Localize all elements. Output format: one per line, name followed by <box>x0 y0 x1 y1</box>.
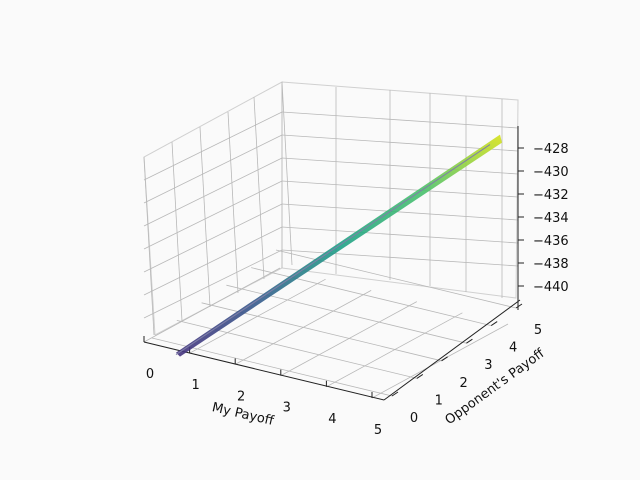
y-tick-label: 2 <box>459 376 467 391</box>
y-ticks: 0 1 2 3 4 5 <box>391 303 542 426</box>
axis-panes <box>143 81 519 336</box>
y-tick-mark <box>466 338 473 344</box>
y-grid-line <box>251 267 492 326</box>
z-grid-line <box>281 157 519 175</box>
y-tick-label: 1 <box>435 393 443 408</box>
z-tick-label: −434 <box>533 211 569 226</box>
back-pane-outline <box>281 81 519 299</box>
x-tick-label: 5 <box>374 423 382 438</box>
z-grid-line <box>281 134 519 152</box>
z-tick-label: −432 <box>533 188 569 203</box>
x-tick-label: 3 <box>283 401 291 416</box>
y-axis-label: Opponent's Payoff <box>443 346 549 428</box>
z-grid-line-left <box>143 203 283 273</box>
x-tick-label: 4 <box>328 412 336 427</box>
y-tick-mark <box>490 321 498 327</box>
z-tick-label: −440 <box>533 280 569 295</box>
z-ticks: −428 −430 −432 −434 −436 −438 −440 <box>518 142 569 295</box>
z-tick-label: −438 <box>533 257 569 272</box>
y-tick-mark <box>416 373 424 379</box>
z-grid-line-left <box>143 134 283 204</box>
surface-edge <box>175 144 491 355</box>
left-vertical-grid-line <box>227 111 239 294</box>
z-grid-line <box>281 180 519 198</box>
y-grid-line <box>275 249 517 309</box>
z-grid-line <box>281 111 519 129</box>
y-axis-line <box>383 299 521 401</box>
y-grid-line <box>226 284 467 344</box>
z-grid-line <box>281 249 519 267</box>
z-tick-label: −436 <box>533 234 569 249</box>
z-grid-line-left <box>143 111 283 181</box>
y-tick-label: 3 <box>484 358 492 373</box>
y-tick-mark <box>391 391 399 397</box>
y-tick-label: 5 <box>534 323 542 338</box>
z-tick-label: −428 <box>533 142 569 157</box>
grid-lines <box>143 81 519 399</box>
x-tick-label: 1 <box>191 378 199 393</box>
z-tick-label: −430 <box>533 165 569 180</box>
x-axis-label: My Payoff <box>210 400 276 429</box>
z-grid-line <box>281 226 519 244</box>
x-ticks: 0 1 2 3 4 5 <box>143 336 382 438</box>
z-grid-line-left <box>143 157 283 227</box>
y-tick-label: 0 <box>410 411 418 426</box>
x-tick-label: 0 <box>146 367 154 382</box>
z-grid-line-left <box>143 226 283 296</box>
x-grid-line <box>371 323 509 399</box>
z-grid-line-left <box>143 180 283 250</box>
z-grid-line-left <box>143 249 283 319</box>
left-vertical-grid-line <box>143 156 155 336</box>
left-vertical-grid-line <box>199 126 211 308</box>
y-tick-mark <box>441 356 448 362</box>
left-vertical-grid-line <box>171 141 183 322</box>
z-grid-line <box>281 203 519 221</box>
y-tick-mark <box>515 303 523 309</box>
x-tick-label: 2 <box>237 389 245 404</box>
y-tick-label: 4 <box>509 341 517 356</box>
left-vertical-grid-line <box>253 96 265 280</box>
left-vertical-grid-line <box>281 81 293 266</box>
